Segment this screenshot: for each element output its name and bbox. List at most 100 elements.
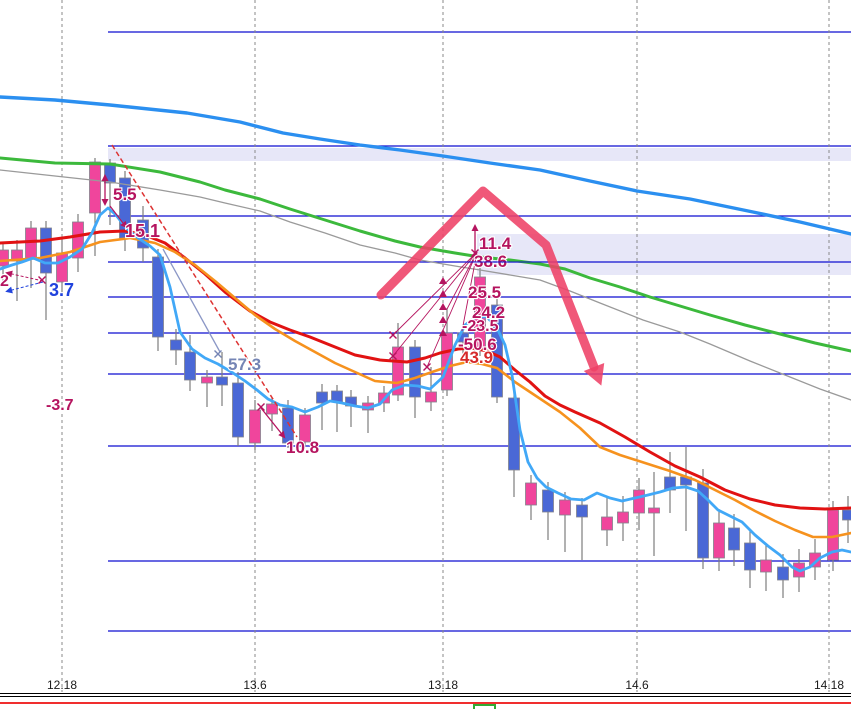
candle (232, 372, 244, 446)
candle (601, 498, 613, 546)
candle-body-up (282, 407, 294, 444)
caret-up-icon (439, 277, 447, 284)
candle-body-up (728, 527, 740, 551)
drawn-trendline[interactable] (11, 281, 44, 291)
caret-up-icon (439, 290, 447, 297)
measure-fan-line[interactable] (392, 251, 478, 336)
candle (362, 396, 374, 433)
measure-label[interactable]: -50.6 (457, 334, 498, 355)
ma-blue-slow (0, 95, 851, 236)
ma-gray (0, 169, 851, 401)
x-marker-stroke (389, 352, 397, 360)
candle (525, 475, 537, 520)
x-axis-label: 12.18 (47, 678, 77, 692)
candle-body-up (409, 346, 421, 398)
x-marker-icon[interactable] (423, 363, 431, 371)
candle-body-down (441, 332, 453, 391)
measure-label[interactable]: 25.5 (467, 282, 502, 303)
candle-body-down (617, 511, 629, 524)
candle-body-up (316, 391, 328, 404)
candle-body-up (232, 382, 244, 438)
candle (216, 352, 228, 406)
measure-fan-line[interactable] (426, 251, 478, 368)
measure-label[interactable]: -3.7 (45, 396, 75, 415)
trendline-arrowhead-icon (120, 220, 128, 229)
candle-body-up (576, 504, 588, 518)
drawn-big-arrow[interactable] (376, 186, 599, 372)
candle (152, 249, 164, 351)
measure-label[interactable]: 57.3 (227, 354, 262, 375)
candle-body-down (713, 522, 725, 559)
candle (249, 400, 261, 450)
ma-blue-fast (0, 206, 851, 573)
measure-label[interactable]: 15.1 (124, 220, 161, 242)
highlight-band (477, 234, 851, 275)
measure-label[interactable]: -23.5 (461, 317, 500, 336)
candle-body-down (648, 507, 660, 514)
candle (744, 529, 756, 588)
candle-body-down (559, 499, 571, 516)
measure-label[interactable]: 43.9 (459, 347, 494, 368)
candle (617, 496, 629, 541)
x-marker-icon[interactable] (257, 403, 265, 411)
candle-body-down (201, 376, 213, 384)
candle-body-down (601, 516, 613, 531)
candle-body-down (392, 346, 404, 396)
candle-body-down (633, 489, 645, 514)
candle-body-down (0, 249, 9, 267)
drawn-trendline[interactable] (111, 144, 298, 438)
candle-body-down (72, 221, 84, 259)
candle (184, 335, 196, 391)
candle (299, 408, 311, 447)
candle-body-up (170, 339, 182, 351)
candle (72, 214, 84, 272)
drawn-trendline[interactable] (109, 205, 124, 224)
candle-body-down (266, 403, 278, 415)
trendline-arrowhead-icon (5, 286, 13, 294)
measure-label[interactable]: 11.4 (478, 233, 513, 254)
measure-label[interactable]: 24.2 (471, 302, 506, 323)
x-marker-icon[interactable] (389, 331, 397, 339)
drawn-trendline[interactable] (260, 407, 282, 434)
measure-label[interactable]: 3.7 (48, 279, 75, 301)
x-marker-icon[interactable] (38, 276, 46, 284)
x-axis-label: 14.18 (814, 678, 844, 692)
candle (201, 370, 213, 407)
candle-body-down (89, 161, 101, 214)
candle (576, 498, 588, 560)
candle (713, 509, 725, 571)
measure-fan-line[interactable] (392, 251, 478, 357)
drawn-trendline[interactable] (162, 248, 221, 353)
candle-body-up (184, 351, 196, 381)
candle-body-up (216, 376, 228, 386)
scroll-thumb-green-box[interactable] (473, 704, 496, 709)
ma-orange (0, 236, 851, 539)
x-marker-stroke (38, 276, 46, 284)
measure-label[interactable]: 2 (0, 272, 10, 291)
candle (728, 514, 740, 566)
x-marker-icon[interactable] (389, 352, 397, 360)
measure-fan-line[interactable] (461, 251, 478, 332)
caret-up-icon (439, 303, 447, 310)
caret-up-icon (439, 329, 447, 336)
big-arrow-head-icon (583, 362, 605, 386)
candle (542, 482, 554, 540)
candle-body-down (56, 252, 68, 283)
candle (266, 398, 278, 431)
highlight-band (108, 148, 851, 161)
x-marker-icon[interactable] (471, 249, 479, 257)
candle-body-up (777, 566, 789, 581)
candle (491, 299, 503, 403)
candle-body-down (809, 552, 821, 568)
candle (345, 390, 357, 427)
x-marker-icon[interactable] (214, 350, 222, 358)
measure-label[interactable]: 5.5 (112, 184, 138, 205)
measure-label[interactable]: 10.8 (285, 437, 320, 458)
drawn-trendline[interactable] (11, 273, 44, 282)
candle (633, 478, 645, 530)
x-marker-stroke (214, 350, 222, 358)
candle-body-down (299, 414, 311, 443)
trendline-arrowhead-icon (5, 270, 13, 278)
candle-body-up (744, 542, 756, 571)
x-marker-stroke (389, 331, 397, 339)
